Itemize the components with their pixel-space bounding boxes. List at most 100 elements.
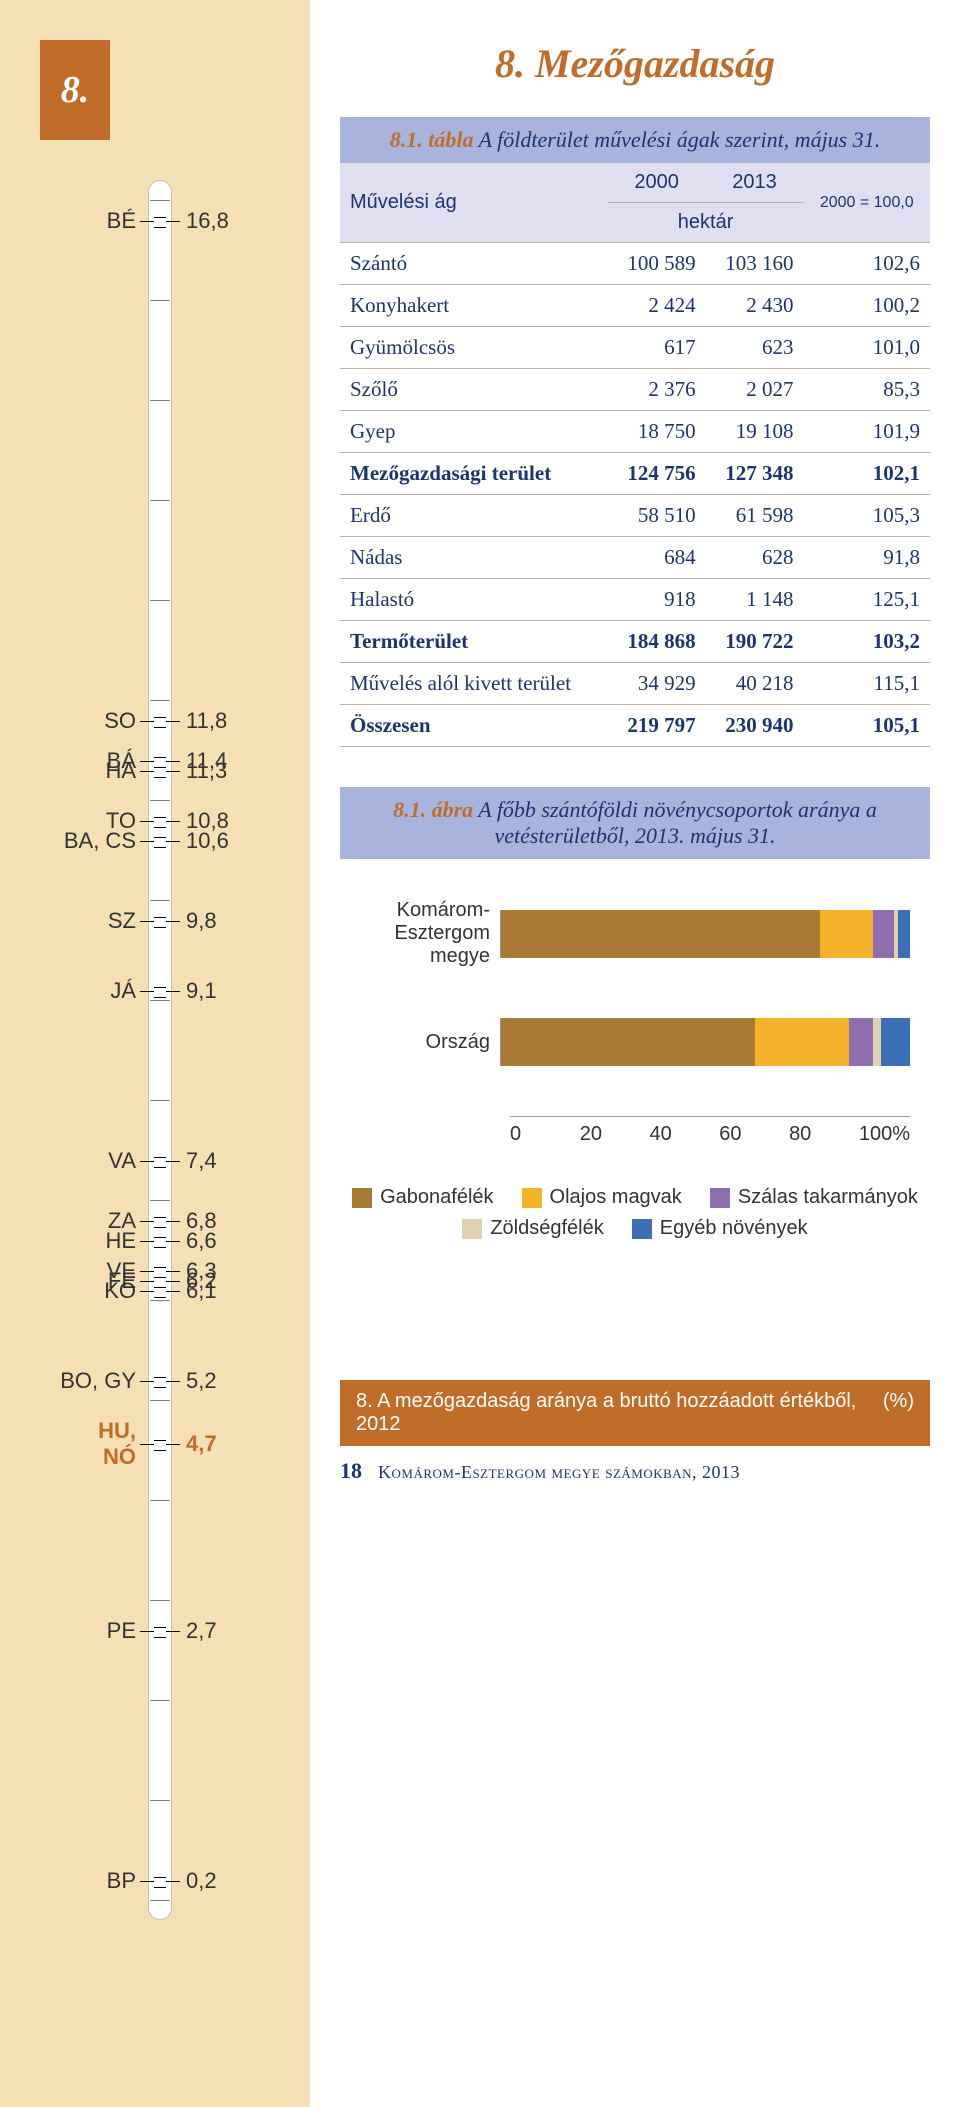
thermo-point-value: 9,1 [180, 978, 217, 1004]
thermo-point-value: 5,2 [180, 1368, 217, 1394]
axis-tick: 80 [789, 1123, 859, 1146]
bar-segment [881, 1018, 910, 1066]
table-cell: 18 750 [608, 411, 706, 453]
table-cell: 100,2 [804, 285, 930, 327]
axis-tick: 100% [859, 1123, 910, 1146]
chart-caption: 8.1. ábra A főbb szántóföldi növénycsopo… [340, 787, 930, 859]
bar-segment [501, 1018, 755, 1066]
thermo-point-label: PE [60, 1618, 140, 1644]
thermo-point-value: 6,1 [180, 1278, 217, 1304]
thermo-point: SZ9,8 [60, 908, 260, 934]
chapter-title: 8. Mezőgazdaság [340, 40, 930, 87]
table-cell: 115,1 [804, 663, 930, 705]
table-row: Művelés alól kivett terület34 92940 2181… [340, 663, 930, 705]
table-cell: 40 218 [706, 663, 804, 705]
thermo-point-value: 11,8 [180, 708, 227, 734]
thermo-point-value: 16,8 [180, 208, 229, 234]
thermo-tick [140, 771, 180, 772]
legend-label: Gabonafélék [380, 1186, 493, 1209]
col-head-2013: 2013 [706, 163, 804, 203]
table-cell: Nádas [340, 537, 608, 579]
thermo-tick [140, 921, 180, 922]
thermo-point-label: HU, NÓ [60, 1418, 140, 1470]
thermo-point-label: SZ [60, 908, 140, 934]
table-cell: 623 [706, 327, 804, 369]
x-axis: 020406080100% [510, 1116, 910, 1146]
thermo-point: SO11,8 [60, 708, 260, 734]
table-row: Összesen219 797230 940105,1 [340, 705, 930, 747]
right-panel: 8. Mezőgazdaság 8.1. tábla A földterület… [310, 0, 960, 2107]
table-cell: 103 160 [706, 243, 804, 285]
table-cell: Konyhakert [340, 285, 608, 327]
chapter-number-badge: 8. [40, 40, 110, 140]
thermo-tick [140, 1291, 180, 1292]
col-head-index: 2000 = 100,0 [804, 163, 930, 243]
thermo-point: HA11,3 [60, 758, 260, 784]
thermo-point: BÉ 16,8 [60, 208, 260, 234]
footer-bar: 8. A mezőgazdaság aránya a bruttó hozzáa… [340, 1380, 930, 1446]
table-row: Mezőgazdasági terület124 756127 348102,1 [340, 453, 930, 495]
table-cell: 127 348 [706, 453, 804, 495]
table-cell: 184 868 [608, 621, 706, 663]
table-cell: Művelés alól kivett terület [340, 663, 608, 705]
thermo-point-label: JÁ [60, 978, 140, 1004]
table-cell: 125,1 [804, 579, 930, 621]
thermo-point: JÁ 9,1 [60, 978, 260, 1004]
thermo-point-label: BÉ [60, 208, 140, 234]
col-head-unit: hektár [608, 203, 804, 243]
table-cell: 105,3 [804, 495, 930, 537]
thermo-point-value: 0,2 [180, 1868, 217, 1894]
bar-segment [820, 910, 873, 958]
axis-tick: 40 [650, 1123, 720, 1146]
bar-segment [898, 910, 910, 958]
thermo-tick [140, 1881, 180, 1882]
col-head-2000: 2000 [608, 163, 706, 203]
legend-item: Gabonafélék [352, 1186, 493, 1209]
table-row: Termőterület184 868190 722103,2 [340, 621, 930, 663]
axis-tick: 60 [719, 1123, 789, 1146]
table-cell: 230 940 [706, 705, 804, 747]
thermo-point-label: VA [60, 1148, 140, 1174]
land-use-table: Művelési ág 2000 2013 2000 = 100,0 hektá… [340, 163, 930, 747]
table-cell: 2 027 [706, 369, 804, 411]
axis-tick: 20 [580, 1123, 650, 1146]
table-cell: Erdő [340, 495, 608, 537]
chart-caption-text: A főbb szántóföldi növénycsoportok arány… [473, 797, 877, 848]
thermo-tick [140, 991, 180, 992]
table-row: Gyümölcsös617623101,0 [340, 327, 930, 369]
page-source: Komárom-Esztergom megye számokban, 2013 [378, 1462, 740, 1483]
bar-track [500, 1018, 910, 1066]
table-cell: 100 589 [608, 243, 706, 285]
table-row: Konyhakert2 4242 430100,2 [340, 285, 930, 327]
thermo-point: BP0,2 [60, 1868, 260, 1894]
thermo-point-label: BA, CS [60, 828, 140, 854]
thermo-tick [140, 1241, 180, 1242]
table-cell: Gyep [340, 411, 608, 453]
table-cell: 1 148 [706, 579, 804, 621]
legend-item: Szálas takarmányok [710, 1186, 918, 1209]
legend-label: Egyéb növények [660, 1217, 808, 1240]
legend-label: Szálas takarmányok [738, 1186, 918, 1209]
col-head-type: Művelési ág [340, 163, 608, 243]
footer-bar-text: 8. A mezőgazdaság aránya a bruttó hozzáa… [356, 1390, 883, 1436]
bar-row: Ország [350, 1018, 910, 1066]
table-cell: 85,3 [804, 369, 930, 411]
table-cell: Termőterület [340, 621, 608, 663]
thermo-point-value: 10,6 [180, 828, 229, 854]
table-cell: 102,1 [804, 453, 930, 495]
bar-row: Komárom-Esztergom megye [350, 899, 910, 968]
table-cell: 617 [608, 327, 706, 369]
thermo-point: BO, GY5,2 [60, 1368, 260, 1394]
thermo-point: BA, CS 10,6 [60, 828, 260, 854]
legend-swatch [710, 1188, 730, 1208]
bar-segment [755, 1018, 849, 1066]
bar-segment [849, 1018, 874, 1066]
chart-caption-number: 8.1. ábra [393, 797, 473, 822]
table-cell: Halastó [340, 579, 608, 621]
table-cell: 628 [706, 537, 804, 579]
thermo-point: HE6,6 [60, 1228, 260, 1254]
table-row: Erdő58 51061 598105,3 [340, 495, 930, 537]
bar-label: Ország [350, 1031, 500, 1054]
thermo-point: KO6,1 [60, 1278, 260, 1304]
table-cell: 105,1 [804, 705, 930, 747]
